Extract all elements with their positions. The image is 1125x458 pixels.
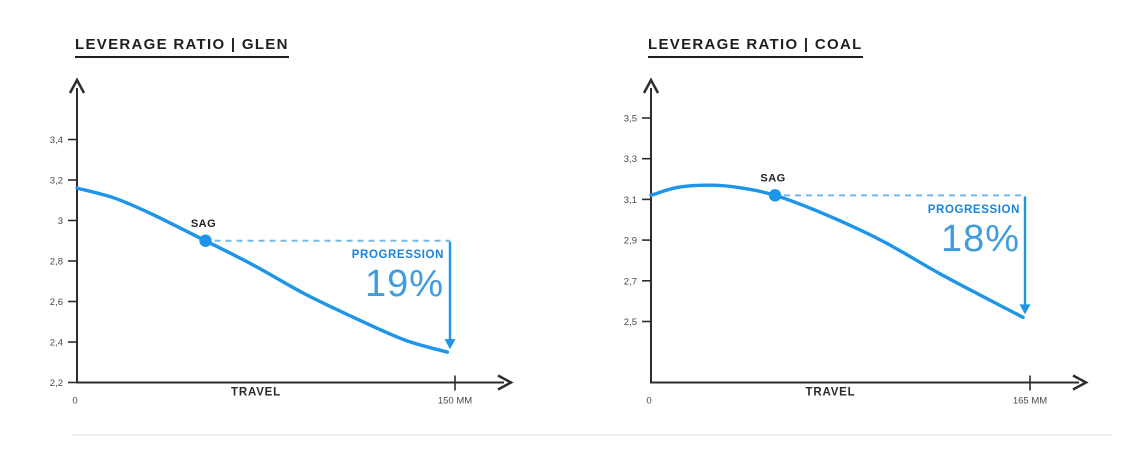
y-tick-label: 2,4	[50, 338, 63, 349]
progression-annotation-glen: PROGRESSION 19%	[351, 249, 444, 305]
y-tick-label: 3,3	[624, 154, 637, 165]
x-axis-title: TRAVEL	[231, 387, 281, 399]
progression-value: 19%	[364, 262, 444, 305]
progression-label: PROGRESSION	[927, 204, 1020, 216]
sag-point	[768, 189, 782, 202]
y-tick-label: 3,2	[50, 176, 63, 187]
y-tick-label: 2,5	[624, 317, 637, 328]
x-axis-title: TRAVEL	[806, 387, 856, 399]
x-max-label: 150 MM	[438, 396, 472, 407]
progression-arrow-head-icon	[444, 339, 456, 350]
y-tick-label: 2,9	[624, 236, 637, 247]
x-max-label: 165 MM	[1013, 396, 1047, 407]
progression-label: PROGRESSION	[351, 249, 444, 261]
leverage-ratio-curve	[75, 186, 450, 354]
progression-arrow-head-icon	[1019, 304, 1031, 315]
y-tick-label: 3,4	[50, 135, 63, 146]
progression-value: 18%	[940, 217, 1020, 260]
leverage-ratio-curve	[649, 183, 1025, 320]
y-tick-label: 2,2	[50, 378, 63, 389]
x-axis-arrow-icon	[1072, 374, 1089, 391]
y-tick-label: 2,7	[624, 276, 637, 287]
x-origin-label: 0	[646, 396, 651, 407]
sag-label: SAG	[760, 172, 785, 184]
sag-point	[199, 234, 212, 247]
chart-title-coal: LEVERAGE RATIO | COAL	[648, 36, 863, 58]
bottom-divider	[72, 434, 1112, 436]
x-origin-label: 0	[72, 396, 77, 407]
y-tick-label: 3	[58, 216, 63, 227]
x-axis-arrow-icon	[497, 374, 514, 391]
y-tick-label: 2,6	[50, 297, 63, 308]
progression-annotation-coal: PROGRESSION 18%	[927, 204, 1020, 260]
y-axis-arrow-icon	[68, 77, 86, 94]
y-tick-label: 2,8	[50, 257, 63, 268]
y-tick-label: 3,1	[624, 195, 637, 206]
sag-label: SAG	[191, 218, 216, 230]
y-axis-arrow-icon	[642, 77, 660, 94]
chart-title-glen: LEVERAGE RATIO | GLEN	[75, 36, 289, 58]
y-tick-label: 3,5	[624, 114, 637, 125]
